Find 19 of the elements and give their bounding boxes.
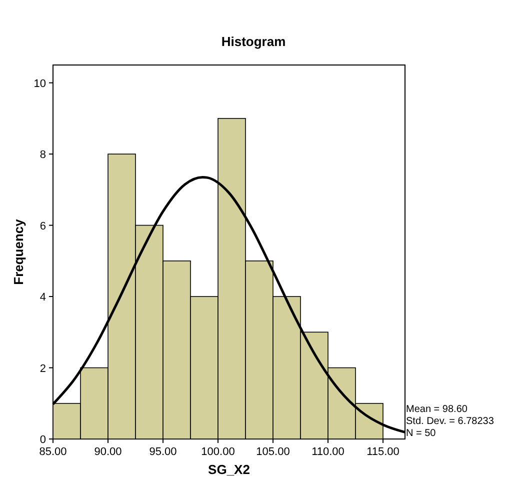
- chart-title: Histogram: [221, 34, 286, 49]
- y-axis-title: Frequency: [11, 218, 26, 285]
- y-tick-label: 4: [40, 292, 46, 304]
- x-tick-label: 90.00: [94, 446, 122, 458]
- x-tick-label: 85.00: [39, 446, 67, 458]
- x-tick-label: 100.00: [201, 446, 235, 458]
- text: Std. Dev. = 6.78233: [406, 416, 494, 427]
- x-tick-label: 110.00: [312, 446, 344, 458]
- y-tick-label: 10: [34, 78, 46, 90]
- y-tick-label: 2: [40, 362, 46, 375]
- x-axis-title: SG_X2: [208, 462, 250, 477]
- x-tick-label: 95.00: [149, 446, 177, 458]
- y-tick-label: 6: [40, 220, 46, 232]
- x-tick-label: 115.00: [366, 446, 400, 458]
- y-tick-label: 0: [40, 434, 46, 446]
- x-tick-label: 105.00: [256, 446, 290, 458]
- text: N = 50: [406, 428, 436, 439]
- y-tick-label: 8: [40, 149, 46, 162]
- text: Mean = 98.60: [406, 404, 468, 415]
